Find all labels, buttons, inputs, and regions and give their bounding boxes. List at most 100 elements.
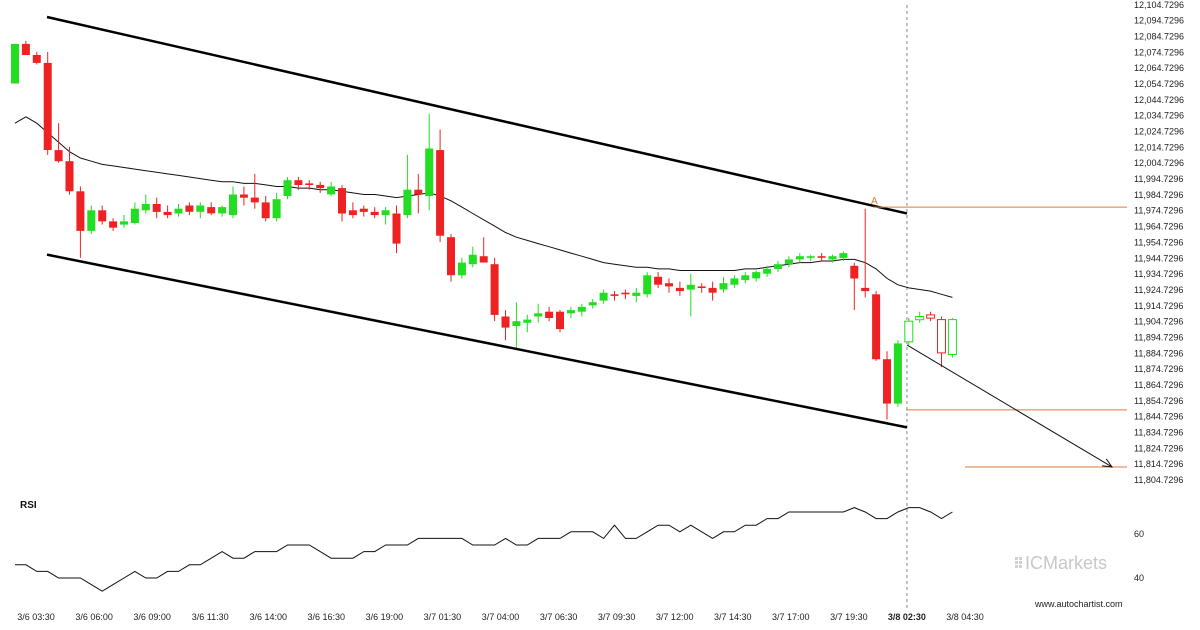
candle-body [447,237,455,276]
candle [261,196,270,222]
candle-body [120,221,128,225]
price-tick-label: 12,074.7296 [1134,47,1184,57]
time-tick-label: 3/8 02:30 [888,612,926,622]
candle-body [250,197,259,203]
candle-body [904,320,914,343]
price-tick-label: 12,024.7296 [1134,127,1184,137]
price-tick-label: 11,974.7296 [1134,206,1183,216]
candle-body [185,205,194,212]
candle-body [468,254,477,265]
candle [730,275,739,288]
price-axis: 12,104.7296 12,094.7296 12,084.7296 12,074.… [1134,0,1184,485]
time-tick-label: 3/6 09:00 [133,612,171,622]
moving-average-line [14,116,953,298]
price-tick-label: 12,084.7296 [1134,31,1184,41]
candle-body [654,276,663,285]
candle [250,173,259,209]
price-tick-label: 11,864.7296 [1134,380,1183,390]
candle [686,273,695,317]
candle-body [490,264,499,315]
candle [763,265,772,277]
website-text[interactable]: www.autochartist.com [1034,599,1123,609]
candle-body [741,275,750,281]
time-tick-label: 3/6 14:00 [250,612,288,622]
candle-body [403,189,412,216]
candle [403,154,412,219]
candle [229,186,237,219]
icmarkets-logo: ICMarkets [1015,553,1107,573]
candle [348,202,357,219]
candle [294,177,303,190]
candle [861,208,870,298]
candle-body [588,302,597,306]
candle [501,310,510,341]
rsi-tick-label: 40 [1134,573,1144,583]
candle [109,218,118,231]
candle [719,276,728,293]
candle-body [806,256,815,258]
candle [316,181,325,193]
candle-body [54,150,63,162]
price-tick-label: 11,884.7296 [1134,348,1183,358]
price-tick-label: 11,984.7296 [1134,190,1183,200]
candle-body [109,221,118,228]
channel-layer [46,15,908,429]
candle [774,261,782,273]
candle [65,146,74,195]
time-tick-label: 3/7 01:30 [424,612,462,622]
candle-body [207,207,216,214]
candle [239,186,248,206]
candle-body [141,204,150,211]
candle [283,177,292,200]
candle [566,306,575,319]
candle-body [272,199,281,219]
price-tick-label: 12,094.7296 [1134,16,1184,26]
candle [893,340,902,407]
moving-average-layer [14,116,953,298]
candle-body [261,202,270,219]
candle [937,316,946,368]
price-tick-label: 12,054.7296 [1134,79,1184,89]
candle-body [436,150,445,236]
price-tick-label: 11,844.7296 [1134,412,1183,422]
candle [32,51,41,65]
candles-layer [11,40,957,420]
candle [218,205,227,217]
time-tick-label: 3/7 12:00 [656,612,694,622]
time-tick-label: 3/7 17:00 [772,612,810,622]
candle [915,311,925,323]
price-tick-label: 11,964.7296 [1134,222,1183,232]
candle-body [719,283,728,290]
candle [577,303,586,317]
candle-body [545,311,554,318]
candle-body [926,314,936,319]
time-tick-label: 3/6 06:00 [75,612,113,622]
candle [675,281,684,296]
candle [545,306,554,322]
forecast-layer [906,344,1114,468]
candle-body [196,205,205,212]
candle-body [828,256,837,260]
candle-body [76,191,85,231]
candle-body [599,292,608,301]
rsi-tick-label: 60 [1134,529,1144,539]
candle [338,184,346,222]
candle [654,272,663,288]
logo-dots-icon [1015,557,1022,568]
candle [43,51,52,155]
point-label: A [871,196,878,207]
candle-body [98,210,107,222]
price-tick-label: 11,954.7296 [1134,237,1183,247]
candle-body [621,292,630,295]
candle-body [479,256,488,263]
candle-body [610,294,619,296]
channel-lower-line [46,253,908,429]
candle [665,278,673,293]
candle-body [294,180,303,185]
price-tick-label: 11,934.7296 [1134,269,1183,279]
candle-body [512,321,521,326]
candle [610,291,619,301]
candle [512,302,521,349]
branding: ICMarkets www.autochartist.com [1015,553,1123,609]
